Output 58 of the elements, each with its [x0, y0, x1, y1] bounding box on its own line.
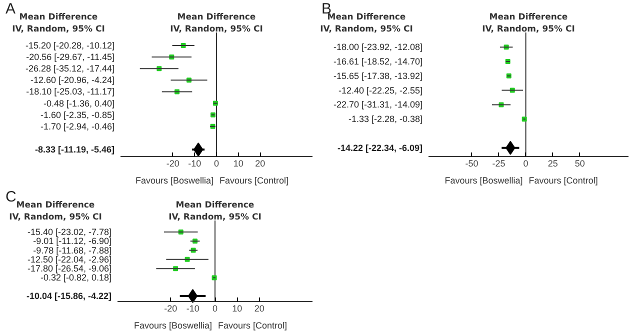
y-tick-label: -26.28 [-35.12, -17.44]: [25, 64, 115, 74]
y-tick-label: -15.40 [-23.02, -7.78]: [27, 226, 112, 237]
annotation: IV, Random, 95% CI: [170, 24, 263, 34]
text: IV, Random, 95% CI: [9, 212, 102, 222]
y-tick-label: -0.32 [-0.82, 0.18]: [40, 272, 112, 283]
text: Mean Difference: [327, 12, 406, 22]
x-tick-label: 0: [214, 158, 220, 168]
text: IV, Random, 95% CI: [12, 24, 105, 34]
y-tick-label: -16.61 [-18.52, -14.70]: [333, 56, 423, 67]
x-tick-label: 0: [523, 158, 528, 168]
y-tick-label: -14.22 [-22.34, -6.09]: [337, 142, 423, 153]
x-tick-label: -25: [492, 158, 506, 168]
text: Mean Difference: [176, 200, 254, 210]
x-tick-label: -20: [164, 304, 178, 314]
text: Favours [Boswellia]: [134, 320, 212, 330]
x-tick-label: 10: [233, 158, 244, 168]
x-tick-label: -10: [186, 304, 200, 314]
x-tick-label: 0: [212, 304, 218, 314]
annotation: IV, Random, 95% CI: [482, 24, 575, 34]
y-tick-label: -1.33 [-2.28, -0.38]: [348, 114, 423, 124]
text: Favours [Boswellia]: [135, 176, 214, 186]
y-tick-label: -1.70 [-2.94, -0.46]: [40, 121, 115, 132]
y-tick-label: -12.60 [-20.96, -4.24]: [30, 75, 115, 86]
text: IV, Random, 95% CI: [320, 24, 413, 34]
x-tick-label: -50: [465, 158, 478, 168]
y-tick-label: -0.48 [-1.36, 0.40]: [43, 98, 114, 108]
x-tick-label: -20: [166, 158, 180, 168]
y-tick-label: -9.78 [-11.68, -7.88]: [33, 245, 112, 256]
y-tick-label: -22.70 [-31.31, -14.09]: [333, 100, 423, 110]
y-tick-label: -8.33 [-11.19, -5.46]: [34, 144, 115, 155]
x-tick-label: 20: [254, 304, 264, 314]
y-tick-label: -12.40 [-22.25, -2.55]: [338, 85, 423, 96]
text: Mean Difference: [19, 12, 98, 22]
y-tick-label: -18.00 [-23.92, -12.08]: [333, 42, 423, 52]
y-tick-label: -9.01 [-11.12, -6.90]: [33, 236, 112, 246]
chart-title: A: [6, 0, 16, 18]
x-tick-label: 20: [255, 158, 266, 168]
text: Mean Difference: [489, 12, 568, 22]
chart-title: C: [6, 188, 16, 206]
text: Favours [Control]: [220, 176, 289, 186]
x-tick-label: 25: [548, 158, 558, 168]
annotation: IV, Random, 95% CI: [168, 212, 262, 222]
y-tick-label: -10.04 [-15.86, -4.22]: [26, 291, 112, 302]
x-tick-label: 10: [232, 304, 242, 314]
x-tick-label: 50: [574, 158, 585, 168]
y-tick-label: -1.60 [-2.35, -0.85]: [40, 110, 115, 120]
text: Favours [Boswellia]: [444, 176, 523, 186]
y-tick-label: -18.10 [-25.03, -11.17]: [26, 86, 115, 97]
y-tick-label: -15.65 [-17.38, -13.92]: [333, 70, 423, 81]
text: Mean Difference: [177, 12, 256, 22]
text: Favours [Control]: [218, 320, 288, 330]
y-tick-label: -15.20 [-20.28, -10.12]: [25, 40, 115, 50]
y-tick-label: -20.56 [-29.67, -11.45]: [26, 52, 115, 62]
y-tick-label: -17.80 [-26.54, -9.06]: [27, 264, 112, 274]
text: Mean Difference: [16, 200, 95, 210]
y-tick-label: -12.50 [-22.04, -2.96]: [27, 254, 112, 264]
x-tick-label: -10: [188, 158, 202, 168]
text: Favours [Control]: [528, 176, 598, 186]
